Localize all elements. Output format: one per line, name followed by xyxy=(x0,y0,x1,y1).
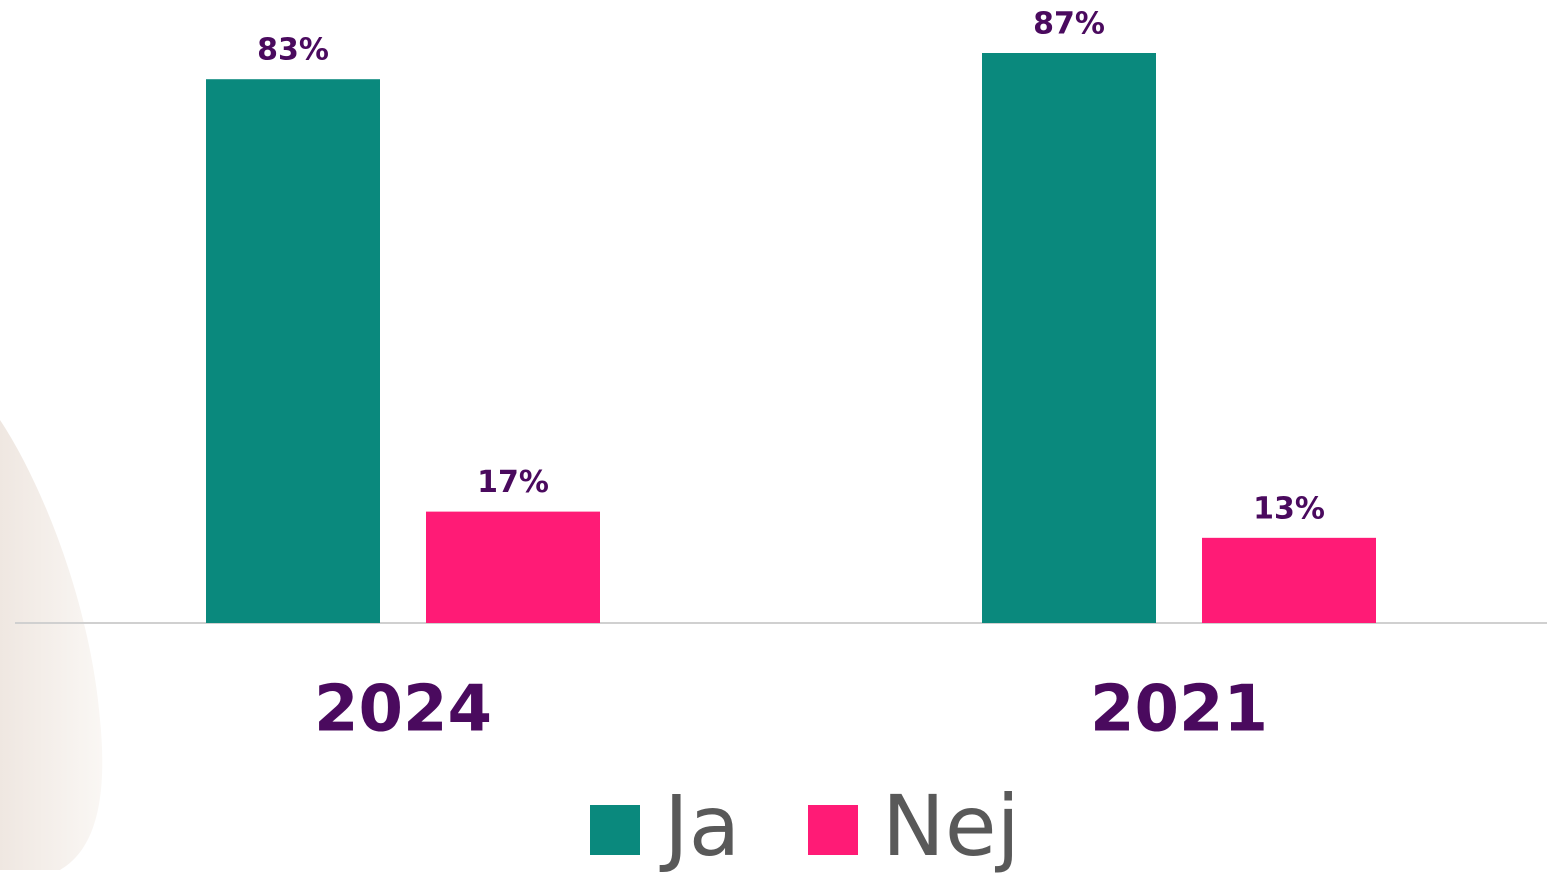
x-tick-label: 2021 xyxy=(1090,673,1268,747)
bar xyxy=(1202,537,1376,623)
legend-label: Nej xyxy=(882,777,1020,875)
legend-swatch xyxy=(590,805,640,855)
legend-label: Ja xyxy=(659,777,740,875)
data-label: 13% xyxy=(1253,491,1325,526)
data-label: 83% xyxy=(257,33,329,68)
bar xyxy=(982,53,1156,623)
bar xyxy=(206,79,380,623)
bar xyxy=(426,511,600,623)
background-shape xyxy=(0,420,103,870)
data-label: 87% xyxy=(1033,7,1105,42)
x-tick-label: 2024 xyxy=(314,673,492,747)
data-label: 17% xyxy=(477,465,549,500)
legend-swatch xyxy=(808,805,858,855)
